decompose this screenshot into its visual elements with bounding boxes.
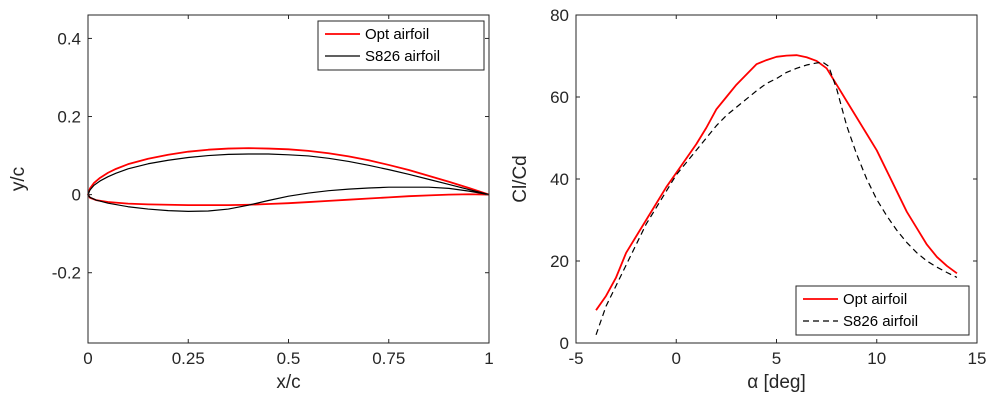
y-tick-label: 0.4 — [57, 29, 81, 48]
x-axis-label: α [deg] — [747, 372, 806, 393]
x-tick-label: 0.75 — [372, 349, 405, 368]
x-tick-label: 0 — [672, 349, 681, 368]
y-axis-label: y/c — [8, 167, 29, 191]
y-tick-label: 0 — [72, 186, 81, 205]
x-tick-label: 5 — [772, 349, 781, 368]
y-tick-label: 60 — [550, 88, 569, 107]
x-tick-label: 15 — [968, 349, 987, 368]
y-tick-label: -0.2 — [52, 264, 81, 283]
y-tick-label: 20 — [550, 252, 569, 271]
series-layer — [595, 54, 958, 335]
legend-label-s826-airfoil: S826 airfoil — [843, 313, 918, 330]
legend-label-opt-airfoil: Opt airfoil — [365, 26, 429, 43]
legend-box — [317, 20, 485, 71]
y-tick-label: 80 — [550, 6, 569, 25]
y-tick-label: 0 — [560, 334, 569, 353]
y-tick-label: 0.2 — [57, 108, 81, 127]
y-tick-label: 40 — [550, 170, 569, 189]
series-line-s826-airfoil — [87, 153, 490, 213]
x-axis-label: x/c — [276, 372, 300, 393]
legend-box — [795, 285, 970, 336]
x-tick-label: -5 — [568, 349, 583, 368]
series-line-opt-airfoil — [87, 147, 490, 207]
legend-label-s826-airfoil: S826 airfoil — [365, 48, 440, 65]
ticks-layer: 0 0.25 0.5 0.75 1 -0.2 0 0.2 0.4 — [52, 15, 494, 368]
y-axis-label: Cl/Cd — [510, 155, 531, 203]
series-line-s826-airfoil — [595, 61, 958, 335]
series-line-opt-airfoil — [595, 54, 958, 311]
series-layer — [87, 147, 490, 213]
legend: Opt airfoil S826 airfoil — [795, 285, 970, 336]
x-tick-label: 1 — [484, 349, 493, 368]
x-tick-label: 0 — [83, 349, 92, 368]
x-tick-label: 10 — [867, 349, 886, 368]
legend: Opt airfoil S826 airfoil — [317, 20, 485, 71]
legend-label-opt-airfoil: Opt airfoil — [843, 291, 907, 308]
x-tick-label: 0.5 — [277, 349, 301, 368]
x-tick-label: 0.25 — [172, 349, 205, 368]
airfoil-shape-plot: 0 0.25 0.5 0.75 1 -0.2 0 0.2 0.4 x/c y/c Opt air… — [8, 14, 494, 393]
